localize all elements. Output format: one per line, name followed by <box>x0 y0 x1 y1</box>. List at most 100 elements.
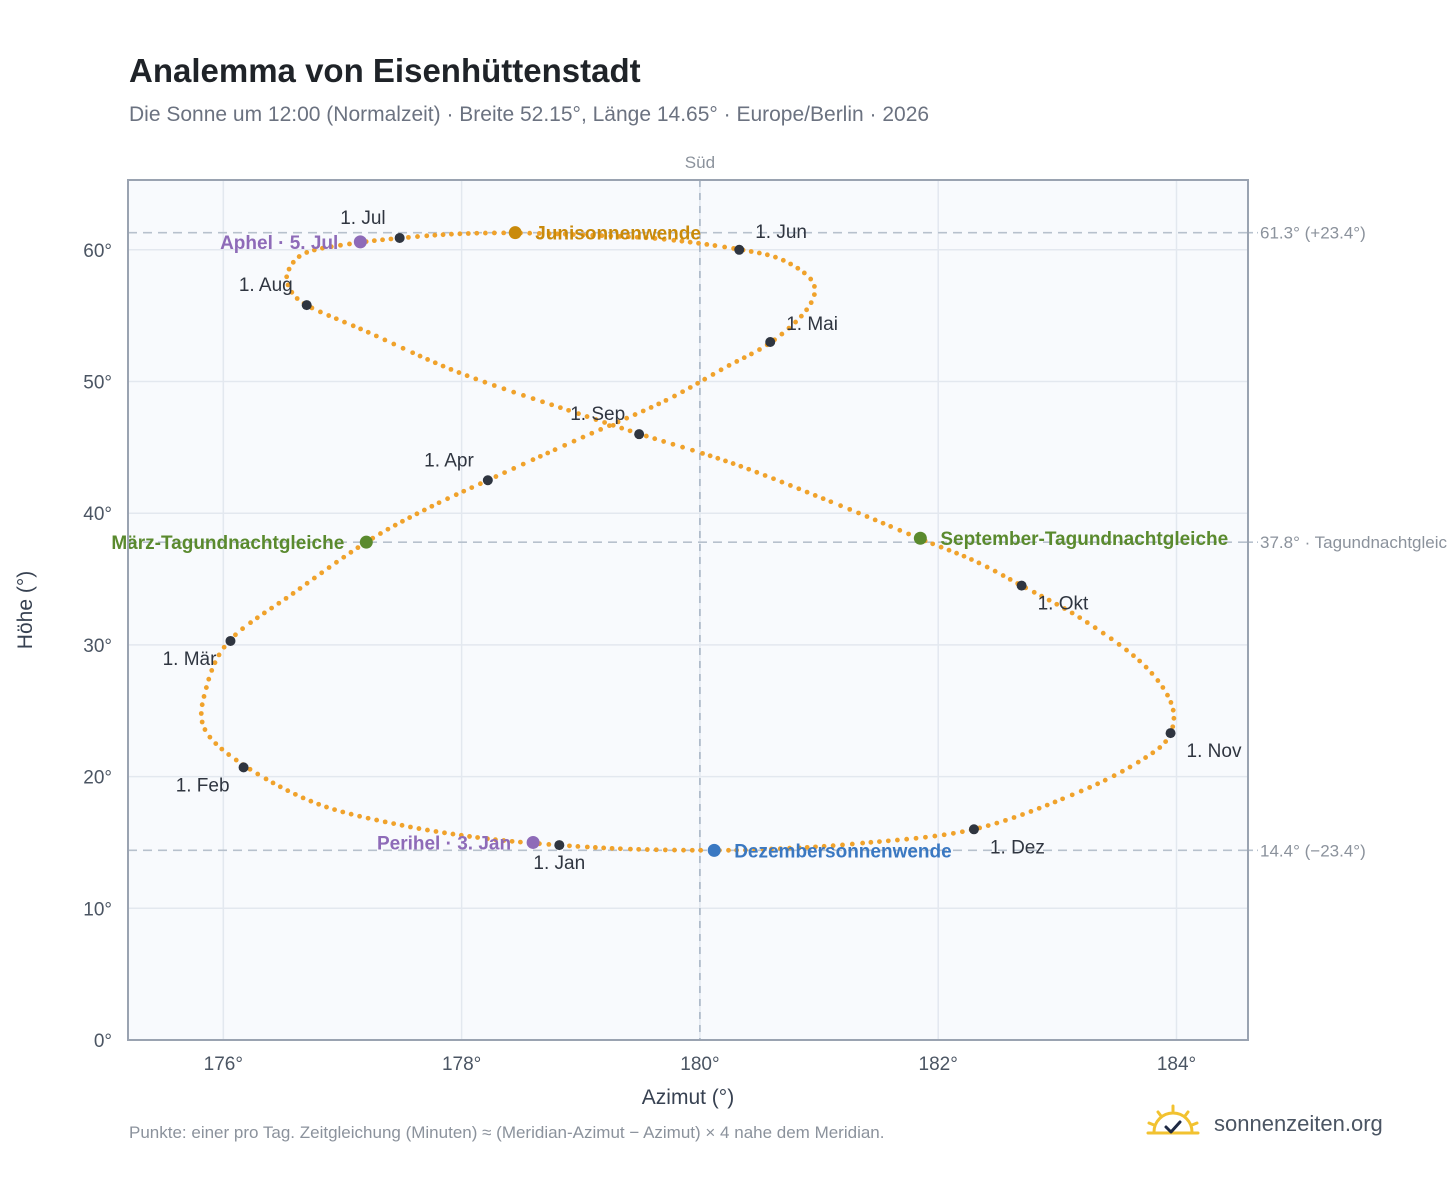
curve-dot <box>593 417 599 422</box>
curve-dot <box>938 544 944 550</box>
curve-dot <box>1102 777 1108 783</box>
curve-dot <box>399 822 405 828</box>
curve-dot <box>297 586 303 591</box>
event-label: Junisonnenwende <box>535 224 701 245</box>
curve-dot <box>610 422 616 428</box>
curve-dot <box>509 838 515 844</box>
curve-dot <box>661 236 667 242</box>
curve-dot <box>453 492 459 498</box>
curve-dot <box>1060 796 1066 802</box>
curve-dot <box>457 231 463 237</box>
curve-dot <box>277 784 283 790</box>
curve-dot <box>1165 692 1170 698</box>
curve-dot <box>1157 745 1163 750</box>
curve-dot <box>530 457 536 463</box>
curve-dot <box>1119 768 1125 774</box>
curve-dot <box>584 844 590 850</box>
plot-frame <box>127 179 1249 1041</box>
x-tick-label: 178° <box>442 1054 481 1075</box>
curve-dot <box>320 245 325 251</box>
curve-dot <box>549 402 555 408</box>
curve-dot <box>695 380 701 386</box>
curve-dot <box>950 830 956 836</box>
curve-dot <box>365 329 371 335</box>
curve-dot <box>421 507 427 513</box>
curve-dot <box>296 254 302 259</box>
curve-dot <box>233 757 239 763</box>
curve-dot <box>562 231 568 237</box>
curve-dot <box>562 442 568 448</box>
curve-dot <box>388 236 394 242</box>
curve-dot <box>590 232 596 238</box>
curve-dot <box>653 847 659 853</box>
curve-dot <box>270 780 276 786</box>
curve-dot <box>415 234 420 239</box>
curve-dot <box>1149 670 1155 676</box>
curve-dot <box>311 247 317 253</box>
event-label: Aphel · 5. Jul <box>220 233 338 254</box>
curve-dot <box>749 351 754 357</box>
curve-dot <box>429 503 435 509</box>
curve-dot <box>440 363 446 369</box>
curve-dot <box>482 379 488 385</box>
curve-dot <box>984 564 990 570</box>
curve-dot <box>738 463 744 469</box>
month-marker <box>225 635 236 646</box>
curve-dot <box>408 824 413 830</box>
curve-dot <box>769 846 774 852</box>
curve-dot <box>355 545 361 551</box>
curve-dot <box>580 434 586 440</box>
curve-dot <box>286 266 292 272</box>
curve-dot <box>1163 739 1169 745</box>
x-tick-label: 176° <box>204 1054 243 1075</box>
curve-dot <box>872 517 878 523</box>
curve-dot <box>734 359 740 364</box>
curve-dot <box>400 345 406 351</box>
curve-dot <box>333 316 339 322</box>
plot-area <box>128 180 1248 1040</box>
curve-dot <box>199 719 205 725</box>
curve-dot <box>546 842 552 847</box>
month-marker-label: 1. Feb <box>176 775 230 796</box>
curve-dot <box>304 250 310 255</box>
curve-dot <box>1020 812 1025 817</box>
curve-dot <box>680 389 686 395</box>
curve-dot <box>923 834 928 840</box>
curve-dot <box>475 835 480 840</box>
month-marker-label: 1. Nov <box>1187 741 1242 762</box>
curve-dot <box>808 300 814 306</box>
curve-dot <box>319 570 325 576</box>
curve-dot <box>700 450 705 456</box>
month-marker-label: 1. Sep <box>570 404 625 425</box>
curve-dot <box>1100 630 1106 636</box>
curve-dot <box>726 847 731 853</box>
curve-dot <box>599 233 605 239</box>
curve-dot <box>894 837 900 843</box>
curve-dot <box>602 420 607 425</box>
curve-dot <box>634 234 640 240</box>
curve-dot <box>248 620 253 626</box>
curve-dot <box>406 234 411 240</box>
curve-dot <box>702 376 708 382</box>
event-label: September-Tagundnachtgleiche <box>940 529 1228 550</box>
curve-dot <box>456 370 462 375</box>
curve-dot <box>328 244 334 250</box>
chart-subtitle: Die Sonne um 12:00 (Normalzeit) · Breite… <box>129 103 930 126</box>
brand-logo[interactable]: sonnenzeiten.org <box>1146 1104 1383 1144</box>
curve-dot <box>410 350 416 356</box>
curve-dot <box>813 844 818 850</box>
curve-dot <box>811 292 817 297</box>
curve-dot <box>300 795 306 801</box>
event-marker <box>353 235 367 249</box>
month-marker-label: 1. Okt <box>1038 594 1089 615</box>
curve-dot <box>756 250 762 256</box>
curve-dot <box>417 353 423 359</box>
curve-dot <box>1036 805 1042 811</box>
curve-dot <box>340 809 346 815</box>
curve-dot <box>687 385 693 390</box>
curve-dot <box>358 326 363 332</box>
curve-dot <box>407 515 413 520</box>
curve-dot <box>1028 809 1034 814</box>
curve-dot <box>849 841 855 847</box>
